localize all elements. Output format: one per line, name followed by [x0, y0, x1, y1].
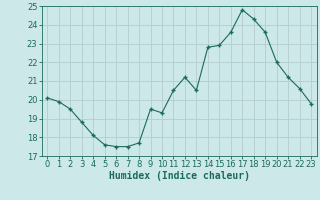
- X-axis label: Humidex (Indice chaleur): Humidex (Indice chaleur): [109, 171, 250, 181]
